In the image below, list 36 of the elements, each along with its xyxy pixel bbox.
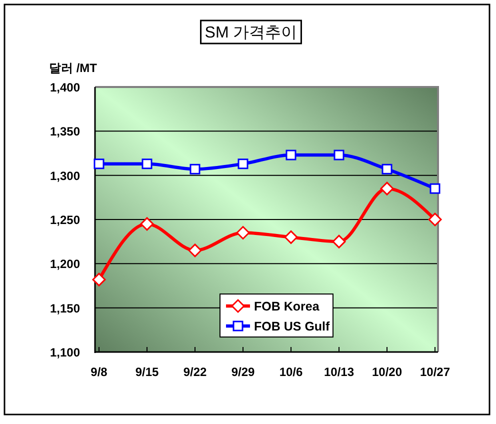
x-tick-label: 10/13 [324, 365, 354, 379]
y-tick-label: 1,400 [50, 80, 80, 94]
y-tick-label: 1,300 [50, 168, 80, 183]
x-tick-label: 10/6 [279, 365, 303, 379]
point [190, 164, 200, 174]
x-tick-label: 10/20 [372, 365, 402, 379]
point [140, 217, 154, 231]
point [286, 150, 296, 160]
point [238, 158, 248, 170]
x-tick-label: 9/15 [135, 365, 159, 379]
point [428, 212, 442, 226]
point [236, 226, 250, 240]
chart-title: SM 가격추이 [204, 24, 298, 42]
x-tick-label: 9/8 [90, 365, 108, 379]
y-tick-label: 1,200 [50, 257, 80, 272]
title: SM 가격추이 [200, 20, 302, 44]
y-tick-label: 1,150 [50, 301, 80, 316]
x-tick-label: 10/27 [420, 365, 450, 379]
legend-label: FOB Korea [254, 300, 320, 314]
point [382, 164, 392, 174]
point [142, 158, 152, 170]
point [430, 183, 440, 194]
y-tick-label: 1,100 [50, 346, 80, 360]
point [188, 244, 202, 258]
y-axis-title: 달러 /MT [49, 61, 98, 75]
x-tick-label: 9/22 [183, 365, 207, 379]
point [92, 272, 106, 286]
point [332, 234, 346, 248]
point [94, 158, 104, 170]
point [284, 230, 298, 244]
legend-label: FOB US Gulf [254, 320, 331, 334]
point [334, 150, 344, 160]
y-tick-label: 1,250 [50, 213, 80, 227]
point [380, 182, 394, 196]
x-tick-label: 9/29 [231, 365, 255, 379]
y-tick-label: 1,350 [50, 124, 80, 139]
